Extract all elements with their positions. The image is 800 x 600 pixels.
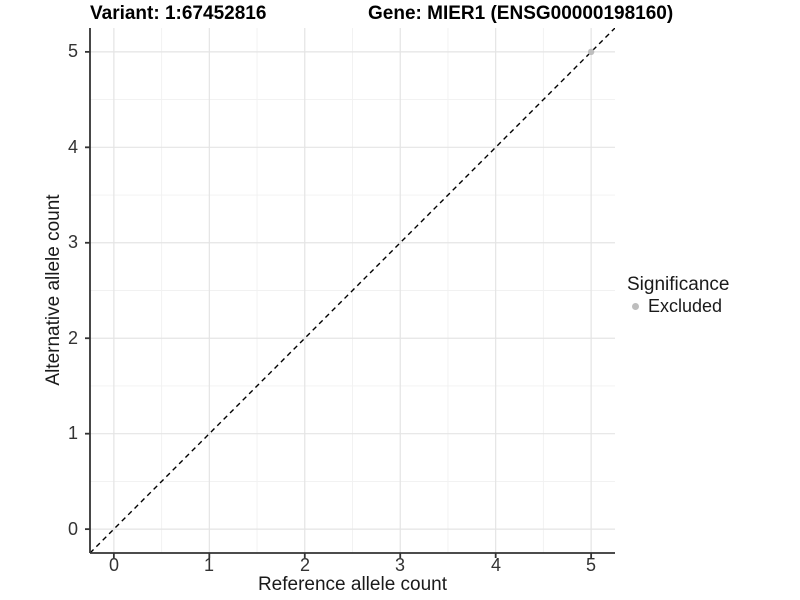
plot-title-gene: Gene: MIER1 (ENSG00000198160): [368, 3, 674, 24]
y-tick-label: 3: [67, 232, 78, 252]
x-axis-title: Reference allele count: [257, 574, 448, 595]
plot-title-variant: Variant: 1:67452816: [90, 3, 267, 24]
y-tick-label: 4: [67, 137, 78, 157]
y-tick-label: 0: [67, 519, 78, 539]
x-tick-label: 4: [490, 555, 501, 575]
x-tick-label: 3: [394, 555, 405, 575]
x-tick-label: 5: [585, 555, 596, 575]
legend-item-label: Excluded: [648, 296, 723, 316]
legend-title: Significance: [627, 274, 730, 295]
excluded-point-icon: [632, 303, 639, 310]
legend-item-excluded: Excluded: [627, 296, 729, 316]
y-tick-label: 2: [67, 328, 78, 348]
x-tick-label: 1: [203, 555, 214, 575]
x-tick-label: 2: [299, 555, 310, 575]
x-tick-label: 0: [108, 555, 119, 575]
y-axis-title: Alternative allele count: [43, 194, 64, 386]
y-tick-label: 1: [67, 423, 78, 443]
data-point-excluded: [587, 48, 595, 56]
identity-reference-line: [90, 28, 615, 553]
legend: Significance Excluded: [627, 274, 729, 316]
y-tick-label: 5: [67, 41, 78, 61]
